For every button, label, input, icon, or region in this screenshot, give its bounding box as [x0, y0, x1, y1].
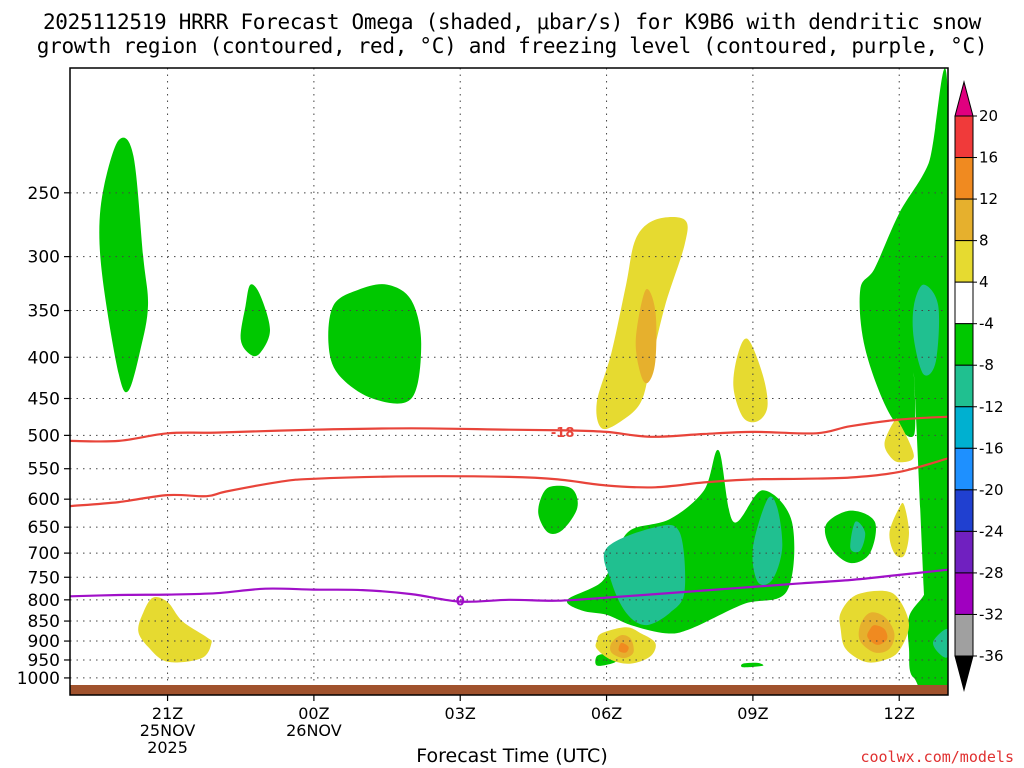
- y-tick-label-6: 550: [28, 460, 60, 480]
- colorbar-label-2: 12: [979, 190, 998, 208]
- y-tick-label-5: 500: [28, 426, 60, 446]
- colorbar-label-0: 20: [979, 107, 998, 125]
- omega-region-13: [933, 628, 948, 658]
- y-tick-label-1: 300: [28, 248, 60, 268]
- y-tick-label-10: 750: [28, 568, 60, 588]
- credit-link[interactable]: coolwx.com/models: [860, 748, 1014, 766]
- isotherm-minus18-contour-label: -18: [551, 426, 575, 441]
- colorbar-swatch-12: [954, 572, 974, 615]
- colorbar-label-6: -8: [979, 356, 994, 374]
- colorbar-label-7: -12: [979, 398, 1004, 416]
- omega-region-8: [740, 662, 764, 668]
- x-tick-date-0: 25NOV: [140, 721, 196, 740]
- omega-region-6: [824, 510, 877, 564]
- y-tick-label-14: 950: [28, 651, 60, 671]
- x-tick-label-4: 09Z: [737, 704, 768, 723]
- x-axis-label: Forecast Time (UTC): [416, 745, 608, 767]
- colorbar-swatch-3: [954, 198, 974, 242]
- isotherm-lower-contour: [70, 457, 948, 508]
- y-tick-label-3: 400: [28, 348, 60, 368]
- omega-region-25: [618, 642, 629, 653]
- omega-shading-layer: [99, 68, 948, 695]
- omega-region-9: [603, 524, 686, 626]
- colorbar-swatch-13: [954, 613, 974, 657]
- ground-surface: [70, 685, 948, 695]
- colorbar-label-11: -28: [979, 564, 1004, 582]
- omega-region-21: [635, 289, 657, 384]
- colorbar-swatch-6: [954, 323, 974, 366]
- omega-region-3: [538, 485, 578, 534]
- y-tick-label-2: 350: [28, 302, 60, 322]
- colorbar-label-13: -36: [979, 647, 1004, 665]
- omega-region-18: [138, 597, 212, 663]
- x-tick-label-3: 06Z: [591, 704, 622, 723]
- x-tick-label-2: 03Z: [445, 704, 476, 723]
- chart-title-line-1: 2025112519 HRRR Forecast Omega (shaded, …: [42, 10, 982, 34]
- y-tick-label-11: 800: [28, 591, 60, 611]
- y-tick-label-15: 1000: [17, 669, 60, 689]
- colorbar-swatch-1: [954, 115, 974, 159]
- omega-region-5: [859, 68, 948, 695]
- omega-region-10: [752, 496, 783, 585]
- x-tick-label-5: 12Z: [884, 704, 915, 723]
- colorbar-swatch-5: [954, 281, 974, 325]
- omega-region-2: [328, 284, 422, 404]
- freezing-level-contour-label: 0: [456, 595, 465, 610]
- omega-region-15: [733, 338, 768, 423]
- colorbar-top-arrow: [954, 80, 974, 117]
- colorbar-swatch-10: [954, 489, 974, 532]
- y-tick-label-0: 250: [28, 184, 60, 204]
- omega-region-16: [884, 418, 914, 463]
- grid-lines: [70, 68, 948, 695]
- ground-strip: [70, 685, 948, 695]
- colorbar-label-10: -24: [979, 522, 1004, 540]
- y-tick-label-12: 850: [28, 612, 60, 632]
- y-axis: 2503003504004505005506006507007508008509…: [17, 184, 70, 689]
- colorbar-swatch-11: [954, 530, 974, 574]
- colorbar-label-1: 16: [979, 149, 998, 167]
- colorbar-swatch-2: [954, 157, 974, 200]
- isotherm-minus18-contour: [70, 415, 948, 443]
- colorbar: 20 16 12 8 4 -4 -8 -12 -16 -20 -24 -28 -32 -36: [954, 80, 1004, 692]
- omega-region-11: [850, 521, 866, 553]
- colorbar-label-5: -4: [979, 315, 994, 333]
- omega-region-1: [240, 284, 270, 357]
- colorbar-swatch-8: [954, 406, 974, 449]
- y-tick-label-4: 450: [28, 390, 60, 410]
- colorbar-swatch-7: [954, 364, 974, 408]
- omega-region-12: [912, 284, 940, 376]
- plot-frame: [69, 67, 949, 696]
- colorbar-swatch-4: [954, 240, 974, 283]
- omega-region-0: [99, 137, 149, 393]
- colorbar-label-4: 4: [979, 273, 989, 291]
- y-tick-label-8: 650: [28, 518, 60, 538]
- colorbar-label-3: 8: [979, 232, 989, 250]
- x-tick-label-1: 00Z: [298, 704, 329, 723]
- y-tick-label-7: 600: [28, 490, 60, 510]
- colorbar-swatch-9: [954, 447, 974, 491]
- x-tick-year-0: 2025: [147, 738, 188, 757]
- contour-layer: -18 0: [70, 415, 948, 610]
- colorbar-label-12: -32: [979, 605, 1004, 623]
- y-tick-label-13: 900: [28, 632, 60, 652]
- x-tick-date-1: 26NOV: [286, 721, 342, 740]
- x-tick-label-0: 21Z: [152, 704, 183, 723]
- y-tick-label-9: 700: [28, 544, 60, 564]
- chart-title-line-2: growth region (contoured, red, °C) and f…: [36, 34, 988, 58]
- colorbar-label-8: -16: [979, 439, 1004, 457]
- colorbar-label-9: -20: [979, 481, 1004, 499]
- omega-region-24: [867, 625, 888, 645]
- colorbar-bottom-arrow: [954, 655, 974, 692]
- freezing-level-contour: [70, 568, 948, 603]
